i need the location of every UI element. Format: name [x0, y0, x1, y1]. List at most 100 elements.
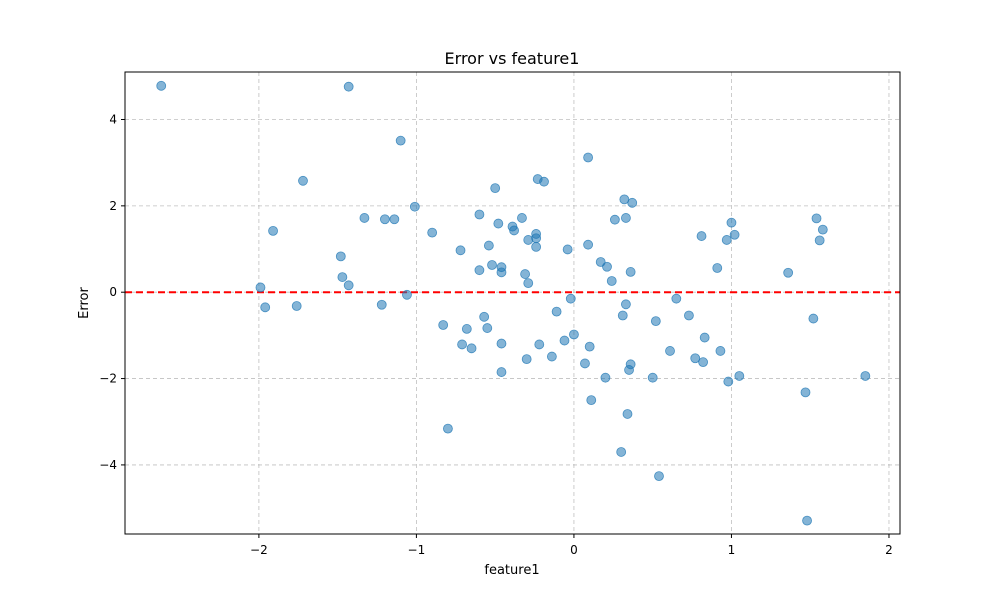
data-point	[268, 225, 278, 236]
data-point	[483, 240, 494, 251]
data-point	[474, 209, 485, 220]
data-point	[438, 320, 449, 330]
data-point	[625, 359, 636, 370]
data-point	[699, 332, 710, 343]
data-point	[474, 265, 485, 276]
data-point	[551, 306, 562, 317]
data-point	[565, 293, 576, 304]
data-point	[389, 214, 400, 225]
data-point	[606, 276, 617, 286]
data-point	[654, 471, 664, 482]
data-point	[814, 235, 825, 246]
data-point	[715, 346, 726, 356]
data-point	[562, 244, 573, 255]
x-axis-label: feature1	[484, 563, 539, 578]
data-point	[721, 235, 732, 245]
data-point	[255, 282, 266, 293]
data-point	[616, 447, 627, 457]
data-point	[335, 251, 346, 262]
data-point	[586, 395, 597, 406]
grid	[125, 72, 900, 534]
data-point	[600, 372, 611, 383]
data-point	[817, 224, 828, 235]
data-point	[625, 267, 636, 277]
axis-ticks: −2 −1 0 1 2 −4 −2 0 2 4	[99, 112, 892, 557]
data-point	[583, 152, 594, 163]
data-point	[523, 235, 534, 245]
data-point	[783, 267, 794, 278]
data-point	[359, 213, 370, 223]
x-tick-label: 2	[885, 543, 893, 557]
data-point	[496, 262, 507, 273]
y-tick-label: 4	[109, 112, 117, 126]
data-point	[671, 293, 682, 304]
y-tick-label: 0	[109, 285, 117, 299]
data-point	[622, 409, 633, 419]
data-point	[496, 367, 507, 377]
x-tick-label: 0	[570, 543, 578, 557]
data-point	[539, 176, 549, 187]
data-point	[380, 214, 390, 225]
data-point	[580, 358, 590, 369]
y-tick-label: −2	[99, 372, 117, 386]
data-point	[427, 227, 438, 238]
data-point	[583, 239, 594, 250]
data-point	[690, 353, 701, 364]
data-point	[509, 225, 519, 236]
data-point	[156, 80, 167, 91]
data-point	[523, 278, 534, 289]
data-point	[343, 280, 354, 291]
data-point	[800, 387, 811, 398]
data-point	[531, 241, 542, 252]
data-point	[546, 351, 557, 362]
x-tick-label: −2	[250, 543, 268, 557]
data-point	[490, 183, 501, 194]
x-tick-label: 1	[728, 543, 736, 557]
data-point	[621, 213, 631, 223]
data-point	[521, 354, 532, 365]
data-point	[457, 339, 467, 350]
y-tick-label: 2	[109, 199, 117, 213]
data-point	[291, 301, 302, 311]
data-point	[712, 263, 723, 273]
y-axis-label: Error	[77, 287, 92, 319]
data-point	[534, 339, 545, 350]
data-point	[729, 229, 740, 240]
data-point	[734, 371, 745, 381]
data-point	[493, 218, 504, 229]
data-point	[811, 213, 822, 224]
data-point	[665, 346, 675, 356]
data-point	[723, 376, 734, 387]
data-point	[337, 272, 348, 282]
x-tick-label: −1	[408, 543, 426, 557]
data-point	[602, 261, 612, 272]
data-point	[698, 357, 708, 368]
data-point	[559, 335, 570, 346]
data-point	[376, 299, 387, 310]
data-point	[496, 338, 507, 349]
data-point	[621, 299, 631, 310]
data-point	[726, 217, 737, 228]
data-point	[461, 324, 472, 334]
data-point	[443, 423, 453, 434]
data-point	[517, 213, 527, 223]
data-point	[627, 197, 638, 208]
data-point	[808, 313, 819, 324]
data-point	[531, 233, 542, 244]
data-point	[520, 269, 531, 279]
data-point	[298, 175, 308, 186]
data-point	[584, 341, 595, 352]
data-point	[802, 515, 812, 526]
data-point	[650, 316, 661, 327]
data-point	[455, 245, 466, 256]
data-point	[609, 214, 620, 225]
data-point	[479, 311, 490, 322]
data-point	[402, 289, 412, 300]
data-point	[409, 201, 420, 212]
data-point	[696, 231, 707, 241]
data-point	[260, 302, 271, 313]
data-point	[482, 323, 493, 333]
data-point	[647, 372, 658, 383]
